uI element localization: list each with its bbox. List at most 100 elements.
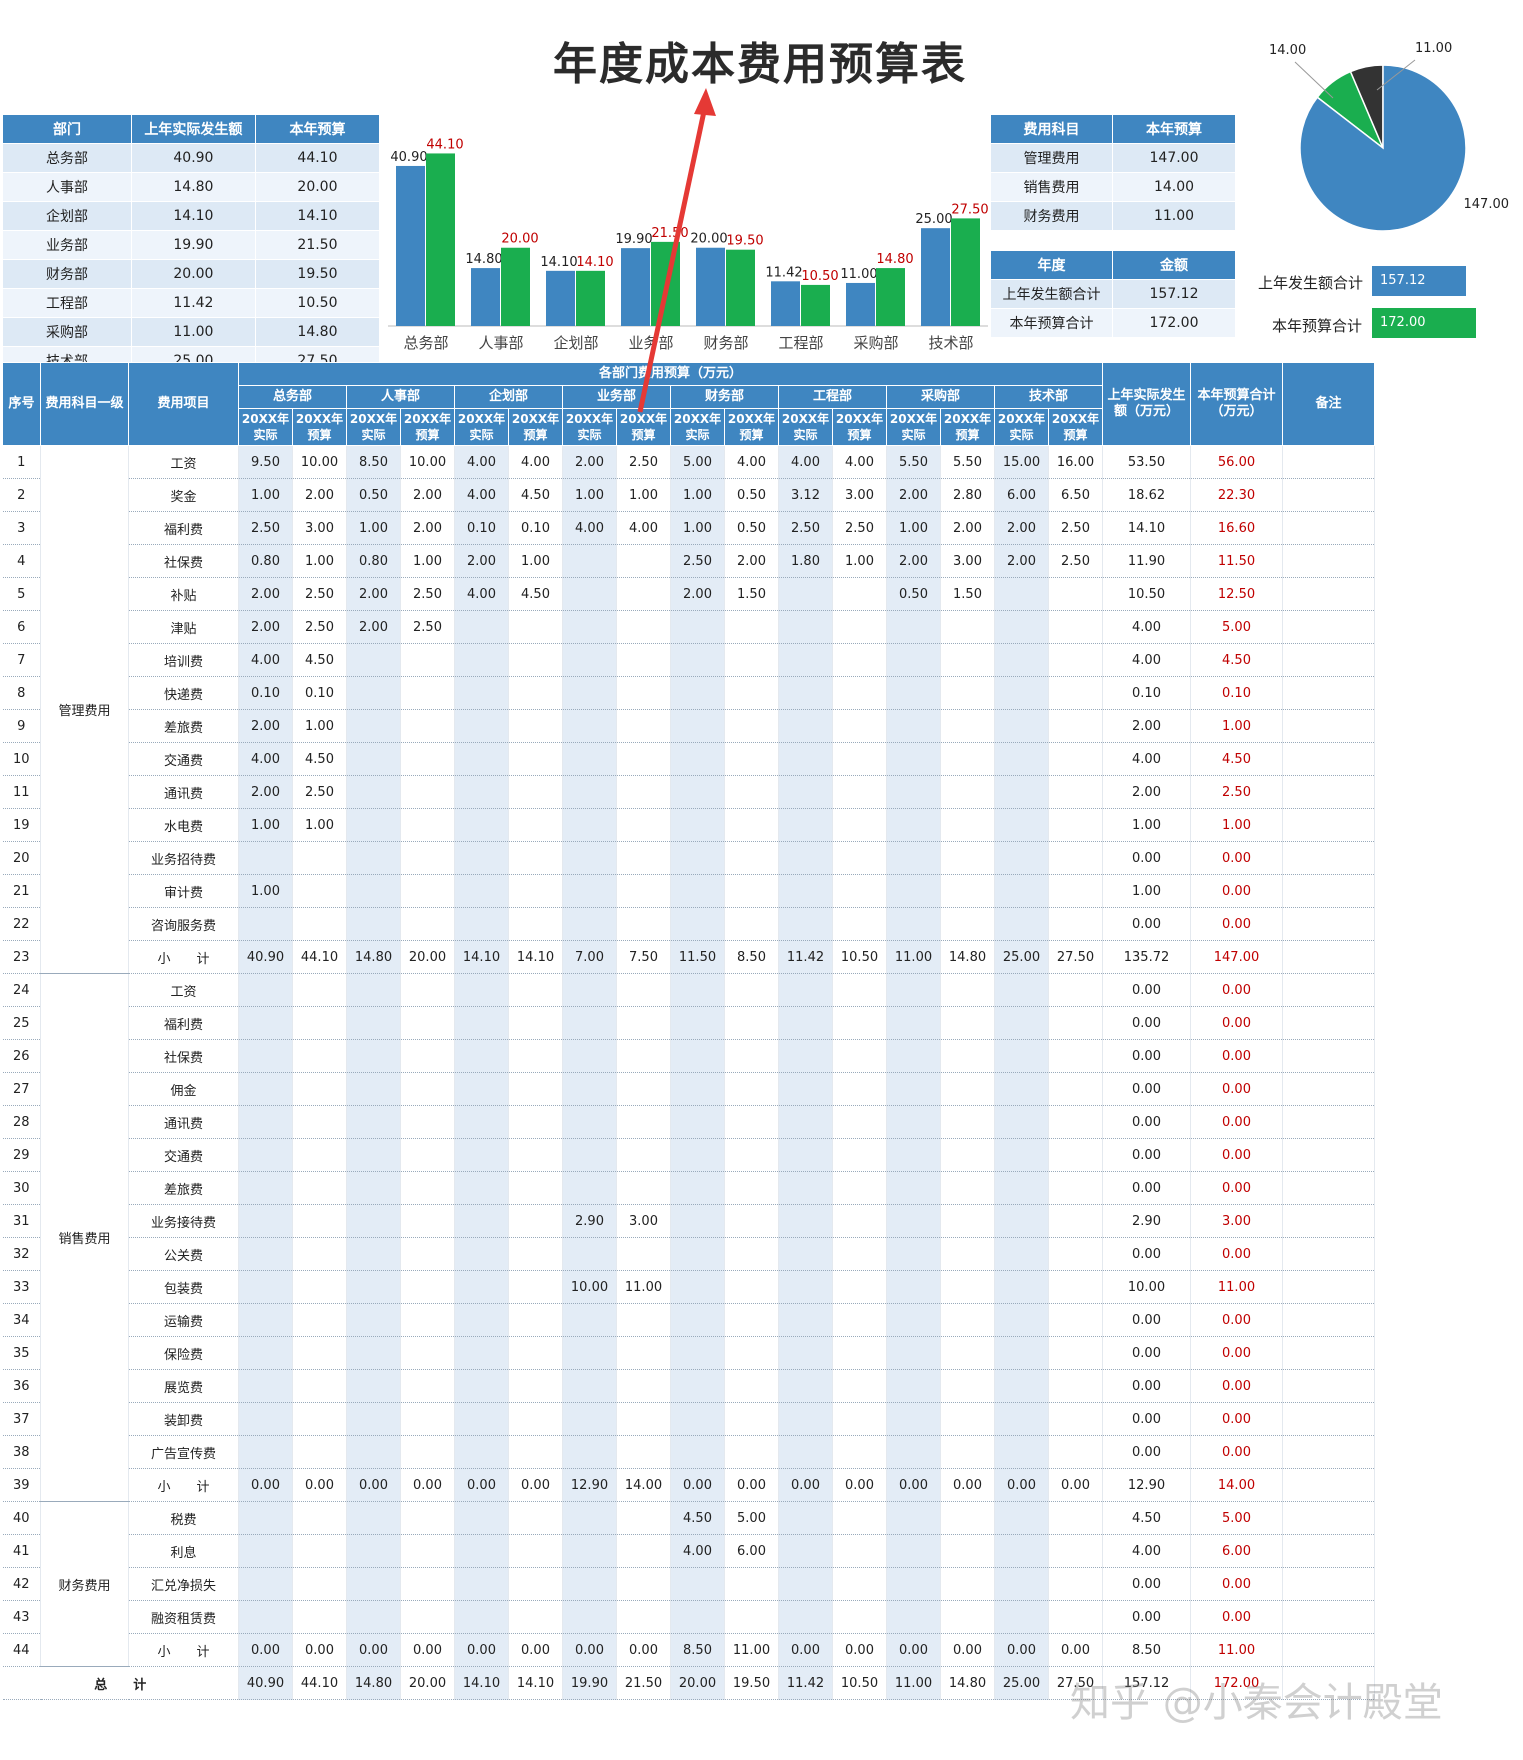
row-value bbox=[1048, 709, 1103, 743]
row-value bbox=[1048, 1336, 1103, 1370]
row-note[interactable] bbox=[1282, 907, 1375, 941]
row-value: 0.00 bbox=[886, 1468, 941, 1502]
row-note[interactable] bbox=[1282, 742, 1375, 776]
row-value bbox=[994, 610, 1049, 644]
table-row: 26 社保费 0.00 0.00 bbox=[2, 1039, 1375, 1073]
row-value: 0.00 bbox=[238, 1633, 293, 1667]
total-value: 19.90 bbox=[562, 1666, 617, 1700]
row-value: 0.00 bbox=[994, 1468, 1049, 1502]
row-note[interactable] bbox=[1282, 940, 1375, 974]
row-value bbox=[1048, 1567, 1103, 1601]
bar-budget bbox=[576, 270, 605, 326]
header-subject: 费用科目一级 bbox=[40, 362, 129, 446]
row-value bbox=[670, 676, 725, 710]
row-value bbox=[238, 1006, 293, 1040]
row-note[interactable] bbox=[1282, 1039, 1375, 1073]
row-note[interactable] bbox=[1282, 511, 1375, 545]
header-item: 费用项目 bbox=[128, 362, 239, 446]
row-value bbox=[400, 1435, 455, 1469]
budget-total-box: 172.00 bbox=[1372, 308, 1476, 338]
bar-data-label: 11.42 bbox=[765, 265, 802, 280]
row-note[interactable] bbox=[1282, 1072, 1375, 1106]
row-note[interactable] bbox=[1282, 1369, 1375, 1403]
row-note[interactable] bbox=[1282, 1204, 1375, 1238]
row-value: 2.00 bbox=[562, 445, 617, 479]
row-value bbox=[238, 1270, 293, 1304]
row-note[interactable] bbox=[1282, 577, 1375, 611]
row-note[interactable] bbox=[1282, 1171, 1375, 1205]
table-row: 21 审计费 1.00 1.00 0.00 bbox=[2, 874, 1375, 908]
row-value bbox=[454, 808, 509, 842]
row-value bbox=[670, 1039, 725, 1073]
total-value: 20.00 bbox=[400, 1666, 455, 1700]
row-value bbox=[400, 874, 455, 908]
row-value bbox=[400, 643, 455, 677]
row-prev-total: 4.00 bbox=[1102, 1534, 1191, 1568]
row-value bbox=[1048, 1435, 1103, 1469]
dept-row: 总务部 40.90 44.10 bbox=[2, 143, 381, 173]
row-value: 0.00 bbox=[508, 1633, 563, 1667]
row-note[interactable] bbox=[1282, 610, 1375, 644]
row-note[interactable] bbox=[1282, 643, 1375, 677]
row-note[interactable] bbox=[1282, 1468, 1375, 1502]
row-value bbox=[832, 709, 887, 743]
bar-category-label: 人事部 bbox=[478, 334, 523, 352]
row-note[interactable] bbox=[1282, 1336, 1375, 1370]
row-value bbox=[670, 808, 725, 842]
row-note[interactable] bbox=[1282, 1270, 1375, 1304]
row-value bbox=[562, 1138, 617, 1172]
row-note[interactable] bbox=[1282, 874, 1375, 908]
year-row: 本年预算合计 172.00 bbox=[989, 308, 1236, 338]
row-note[interactable] bbox=[1282, 1501, 1375, 1535]
row-note[interactable] bbox=[1282, 1402, 1375, 1436]
row-value bbox=[454, 1435, 509, 1469]
row-budget-total: 0.00 bbox=[1190, 1138, 1283, 1172]
row-value bbox=[346, 1402, 401, 1436]
dept-cell: 40.90 bbox=[130, 143, 256, 173]
row-value: 4.00 bbox=[670, 1534, 725, 1568]
row-value bbox=[724, 775, 779, 809]
row-note[interactable] bbox=[1282, 1006, 1375, 1040]
row-note[interactable] bbox=[1282, 808, 1375, 842]
row-note[interactable] bbox=[1282, 1105, 1375, 1139]
row-note[interactable] bbox=[1282, 1435, 1375, 1469]
row-note[interactable] bbox=[1282, 709, 1375, 743]
row-seq: 39 bbox=[2, 1468, 41, 1502]
row-value bbox=[400, 1138, 455, 1172]
row-value bbox=[778, 1237, 833, 1271]
row-seq: 34 bbox=[2, 1303, 41, 1337]
bar-data-label: 20.00 bbox=[690, 232, 727, 247]
row-prev-total: 4.50 bbox=[1102, 1501, 1191, 1535]
total-value: 11.00 bbox=[886, 1666, 941, 1700]
row-value bbox=[454, 1204, 509, 1238]
row-value bbox=[724, 610, 779, 644]
header-actual: 20XX年实际 bbox=[562, 408, 617, 446]
row-item: 业务招待费 bbox=[128, 841, 239, 875]
row-note[interactable] bbox=[1282, 1237, 1375, 1271]
row-seq: 42 bbox=[2, 1567, 41, 1601]
row-value: 0.00 bbox=[886, 1633, 941, 1667]
row-note[interactable] bbox=[1282, 1303, 1375, 1337]
row-seq: 6 bbox=[2, 610, 41, 644]
row-value: 5.50 bbox=[940, 445, 995, 479]
row-value bbox=[724, 643, 779, 677]
row-value: 4.50 bbox=[292, 742, 347, 776]
row-budget-total: 4.50 bbox=[1190, 643, 1283, 677]
row-note[interactable] bbox=[1282, 973, 1375, 1007]
row-note[interactable] bbox=[1282, 1138, 1375, 1172]
row-note[interactable] bbox=[1282, 1567, 1375, 1601]
row-value bbox=[994, 1171, 1049, 1205]
row-note[interactable] bbox=[1282, 478, 1375, 512]
row-note[interactable] bbox=[1282, 775, 1375, 809]
bar-prev bbox=[396, 165, 425, 326]
row-note[interactable] bbox=[1282, 1534, 1375, 1568]
row-value bbox=[940, 1270, 995, 1304]
row-note[interactable] bbox=[1282, 445, 1375, 479]
row-note[interactable] bbox=[1282, 1600, 1375, 1634]
row-note[interactable] bbox=[1282, 676, 1375, 710]
row-note[interactable] bbox=[1282, 544, 1375, 578]
row-value bbox=[562, 973, 617, 1007]
row-value bbox=[724, 1039, 779, 1073]
row-note[interactable] bbox=[1282, 841, 1375, 875]
row-note[interactable] bbox=[1282, 1633, 1375, 1667]
